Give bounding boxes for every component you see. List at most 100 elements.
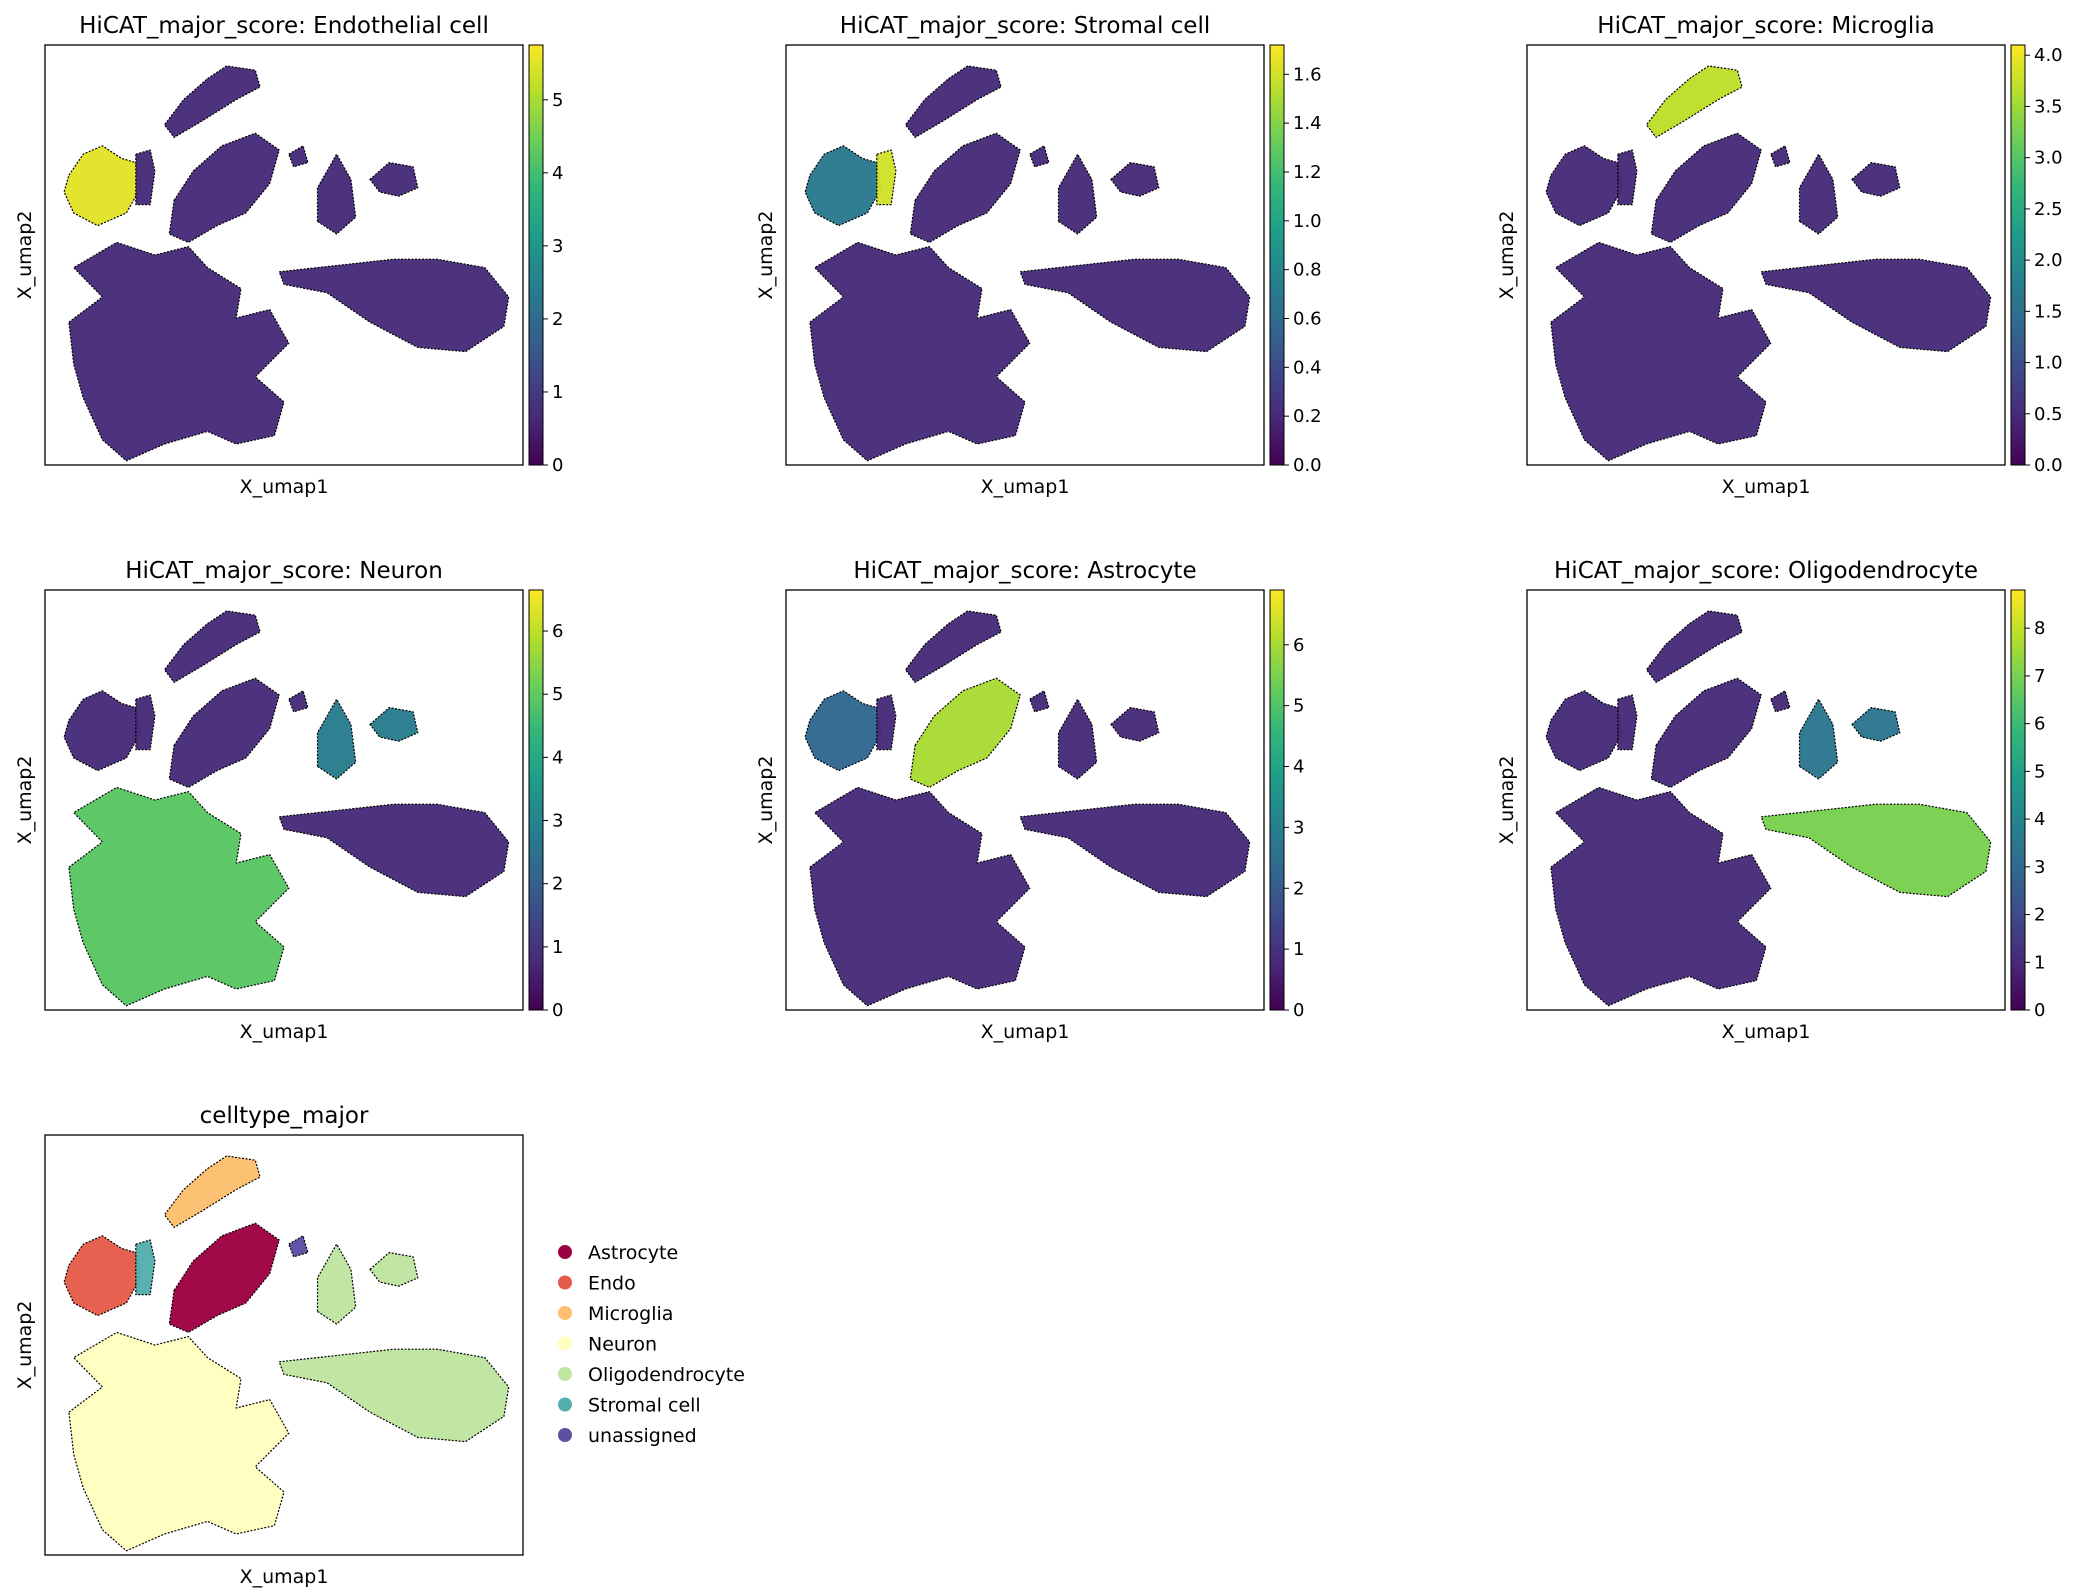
colorbar-tick-label: 3.0 [2034,148,2063,169]
colorbar-tick-label: 4 [552,747,563,768]
colorbar-tick-label: 8 [2034,618,2045,639]
legend-label: Neuron [588,1334,657,1356]
legend-marker [558,1275,572,1290]
legend-marker [558,1245,572,1259]
colorbar-tick-label: 3 [552,236,563,257]
colorbar-tick-label: 0 [2034,1000,2045,1021]
colorbar [2010,44,2026,466]
panel-title: HiCAT_major_score: Endothelial cell [79,13,489,39]
colorbar-tick-label: 6 [552,621,563,642]
x-axis-label: X_umap1 [240,1566,329,1588]
panel-7: celltype_major X_umap1 X_umap2 Astrocyte End… [14,1103,745,1588]
colorbar-tick-label: 1 [552,937,563,958]
colorbar-tick-label: 0.8 [1293,260,1322,281]
cluster-unassigned-3 [288,690,309,713]
cluster-oligo-sat-0 [369,162,419,197]
cluster-astrocyte-3 [168,677,280,789]
panel-title: HiCAT_major_score: Astrocyte [853,558,1196,584]
colorbar-tick-label: 6 [2034,714,2045,735]
legend-marker [558,1367,572,1381]
y-axis-label: X_umap2 [755,211,777,300]
colorbar-tick-label: 0 [552,1000,563,1021]
colorbar-tick-label: 2 [552,874,563,895]
colorbar [2010,589,2026,1011]
colorbar-tick-label: 1 [2034,952,2045,973]
y-axis-label: X_umap2 [14,756,36,845]
y-axis-label: X_umap2 [1496,211,1518,300]
colorbar-tick-label: 3 [552,811,563,832]
panel-5: HiCAT_major_score: Astrocyte X_umap1 X_uma… [755,558,1304,1043]
cluster-microglia-0 [163,65,261,138]
cluster-astrocyte-5 [1650,677,1762,789]
cluster-microglia-1 [904,65,1002,138]
cluster-neuron-2 [1550,241,1772,462]
colorbar-tick-label: 7 [2034,666,2045,687]
colorbar-tick-label: 0 [1293,1000,1304,1021]
colorbar-tick-label: 2 [2034,905,2045,926]
colorbar-tick-label: 1.0 [1293,211,1322,232]
cluster-oligo-small-0 [316,153,357,235]
axes-frame [44,589,524,1011]
cluster-stromal-0 [135,149,156,206]
colorbar-tick-label: 0.6 [1293,308,1322,329]
cluster-oligo-large-2 [1760,258,1992,353]
cluster-neuron-0 [68,241,290,462]
colorbar-tick-label: 4 [2034,809,2045,830]
cluster-oligo-sat-3 [369,706,419,742]
colorbar-tick-label: 3 [1293,817,1304,838]
y-axis-label: X_umap2 [14,211,36,300]
axes-frame [44,1134,524,1556]
colorbar-tick-label: 5 [552,684,563,705]
cluster-stromal-3 [135,694,156,751]
cluster-microglia-5 [1645,610,1743,684]
legend-label: Endo [588,1273,636,1295]
cluster-stromal-5 [1617,694,1638,751]
colorbar-tick-label: 3.5 [2034,96,2063,117]
cluster-microglia-6 [163,1155,261,1229]
colorbar [528,589,544,1011]
y-axis-label: X_umap2 [755,756,777,845]
colorbar-tick-label: 1.0 [2034,353,2063,374]
scatter-points [63,610,510,1007]
colorbar-tick-label: 4 [552,163,563,184]
legend-label: Astrocyte [588,1242,678,1264]
cluster-microglia-4 [904,610,1002,684]
scatter-points [1545,610,1992,1007]
cluster-astrocyte-4 [909,677,1021,789]
cluster-stromal-4 [876,694,897,751]
axes-frame [785,44,1265,466]
cluster-oligo-small-3 [316,698,357,780]
legend-marker [558,1336,572,1351]
panel-title: HiCAT_major_score: Oligodendrocyte [1554,558,1978,584]
colorbar-tick-label: 5 [552,90,563,111]
y-axis-label: X_umap2 [1496,756,1518,845]
cluster-oligo-small-2 [1798,153,1839,235]
x-axis-label: X_umap1 [1722,1021,1811,1043]
colorbar-tick-label: 2.5 [2034,199,2063,220]
colorbar-tick-label: 0.0 [1293,455,1322,476]
colorbar-tick-label: 5 [2034,761,2045,782]
cluster-oligo-sat-6 [369,1251,419,1287]
legend-label: Microglia [588,1303,673,1325]
cluster-neuron-6 [68,1331,290,1552]
legend-label: unassigned [588,1425,697,1447]
cluster-astrocyte-6 [168,1222,280,1334]
cluster-oligo-large-1 [1019,258,1251,353]
panel-3: HiCAT_major_score: Microglia X_umap1 X_uma… [1496,13,2063,498]
cluster-astrocyte-2 [1650,132,1762,243]
cluster-stromal-2 [1617,149,1638,206]
cluster-oligo-small-1 [1057,153,1098,235]
scatter-points [63,1155,510,1552]
colorbar-tick-label: 1.2 [1293,162,1322,183]
colorbar [528,44,544,466]
colorbar-tick-label: 1 [1293,939,1304,960]
cluster-oligo-small-5 [1798,698,1839,780]
x-axis-label: X_umap1 [1722,476,1811,498]
cluster-unassigned-5 [1770,690,1791,713]
cluster-stromal-6 [135,1239,156,1296]
colorbar-tick-label: 6 [1293,635,1304,656]
panel-1: HiCAT_major_score: Endothelial cell X_uma… [14,13,563,498]
cluster-astrocyte-1 [909,132,1021,243]
colorbar-tick-label: 2 [1293,878,1304,899]
